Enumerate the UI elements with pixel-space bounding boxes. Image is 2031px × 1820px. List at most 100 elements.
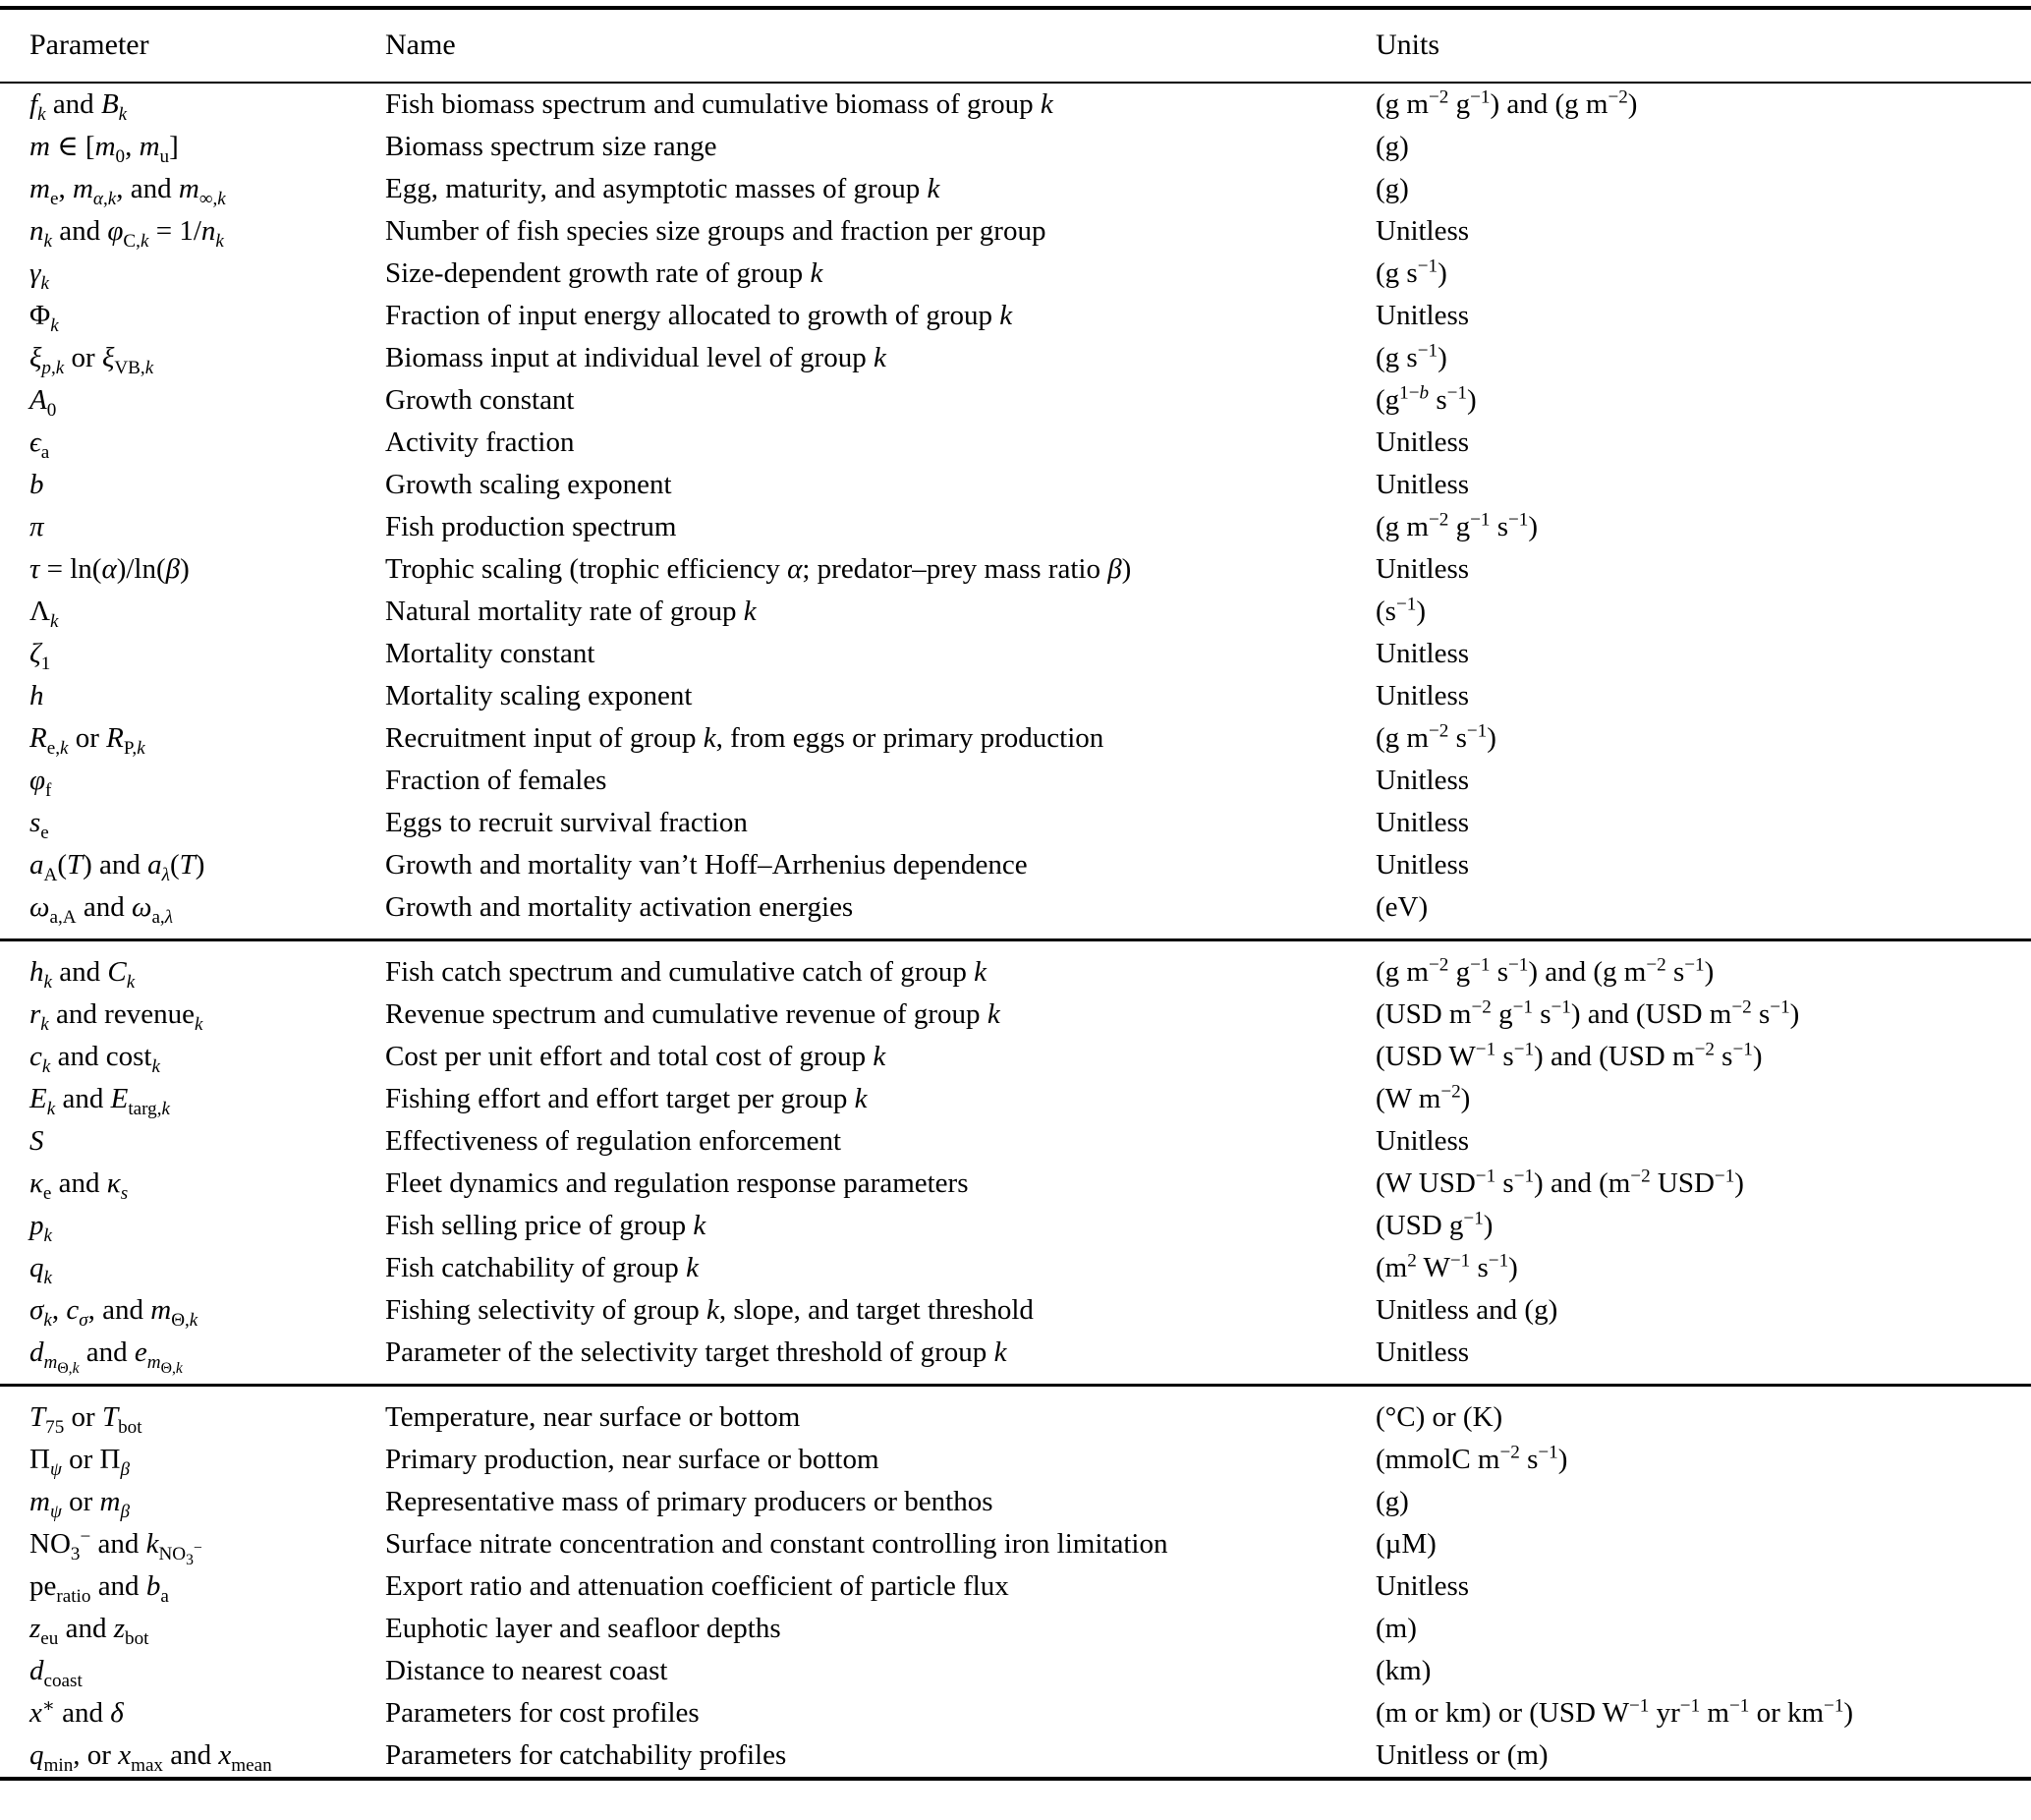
table-row: Λk Natural mortality rate of group k (s−1) [0,591,2031,633]
col-header-parameter: Parameter [0,8,385,84]
table-row: rk and revenuek Revenue spectrum and cumu… [0,994,2031,1036]
name-cell: Fishing effort and effort target per gro… [385,1083,868,1114]
param-cell: zeu and zbot [29,1613,149,1649]
param-cell: π [29,511,44,542]
table-row: dcoast Distance to nearest coast (km) [0,1650,2031,1692]
param-cell: qk [29,1252,52,1288]
param-cell: γk [29,257,49,294]
name-cell: Fraction of females [385,765,607,796]
units-cell: (W USD−1 s−1) and (m−2 USD−1) [1376,1166,1744,1199]
param-cell: dcoast [29,1655,83,1691]
table-row: fk and Bk Fish biomass spectrum and cumul… [0,83,2031,126]
table-row: x∗ and δ Parameters for cost profiles (m o… [0,1692,2031,1735]
table-row: m ∈ [m0, mu] Biomass spectrum size range (… [0,126,2031,168]
table-row: ζ1 Mortality constant Unitless [0,633,2031,675]
table-row: ξp,k or ξVB,k Biomass input at individual… [0,337,2031,379]
units-cell: Unitless [1376,765,1470,796]
table-row: qk Fish catchability of group k (m2 W−1 s−… [0,1247,2031,1289]
param-cell: fk and Bk [29,88,128,125]
parameter-table: Parameter Name Units fk and Bk Fish bioma… [0,6,2031,1781]
name-cell: Mortality scaling exponent [385,680,693,711]
param-cell: Ek and Etarg,k [29,1083,170,1119]
param-cell: τ = ln(α)/ln(β) [29,553,190,585]
units-cell: (mmolC m−2 s−1) [1376,1442,1568,1475]
name-cell: Growth constant [385,384,575,416]
units-cell: Unitless [1376,807,1470,838]
name-cell: Natural mortality rate of group k [385,596,757,627]
table-header: Parameter Name Units [0,8,2031,84]
name-cell: Mortality constant [385,638,595,669]
param-cell: Πψ or Πβ [29,1444,130,1480]
param-cell: S [29,1125,44,1157]
table-row: ck and costk Cost per unit effort and tot… [0,1036,2031,1078]
name-cell: Growth and mortality van’t Hoff–Arrheniu… [385,849,1028,881]
units-cell: Unitless [1376,469,1470,500]
units-cell: (USD g−1) [1376,1208,1494,1241]
table-row: Πψ or Πβ Primary production, near surface… [0,1439,2031,1481]
name-cell: Activity fraction [385,427,575,458]
header-row: Parameter Name Units [0,8,2031,84]
table-row: peratio and ba Export ratio and attenuati… [0,1565,2031,1608]
units-cell: Unitless [1376,215,1470,247]
table-row: zeu and zbot Euphotic layer and seafloor … [0,1608,2031,1650]
table-row: aA(T) and aλ(T) Growth and mortality van’… [0,844,2031,886]
param-cell: mψ or mβ [29,1486,130,1522]
param-cell: ϵa [29,427,50,463]
name-cell: Parameter of the selectivity target thre… [385,1337,1007,1368]
param-cell: hk and Ck [0,938,385,994]
units-cell: (µM) [1376,1528,1437,1560]
units-cell: (s−1) [1376,594,1426,627]
param-cell: b [29,469,44,500]
units-cell: (g s−1) [1376,256,1447,289]
name-cell: Fraction of input energy allocated to gr… [385,300,1013,331]
table-body: fk and Bk Fish biomass spectrum and cumul… [0,83,2031,1779]
name-cell: Fish production spectrum [385,511,677,542]
units-cell: Unitless [1376,1337,1470,1368]
units-cell: (°C) or (K) [1376,1384,2031,1439]
param-cell: NO3− and kNO3− [29,1526,202,1568]
units-cell: (USD W−1 s−1) and (USD m−2 s−1) [1376,1039,1763,1072]
parameter-table-container: Parameter Name Units fk and Bk Fish bioma… [0,6,2031,1781]
param-cell: aA(T) and aλ(T) [29,849,205,885]
table-row: pk Fish selling price of group k (USD g−1) [0,1205,2031,1247]
param-cell: x∗ and δ [29,1695,124,1729]
table-row: S Effectiveness of regulation enforcement… [0,1120,2031,1163]
name-cell: Fish biomass spectrum and cumulative bio… [385,88,1053,120]
param-cell: nk and φC,k = 1/nk [29,215,224,252]
units-cell: (m) [1376,1613,1417,1644]
param-cell: pk [29,1210,52,1246]
units-cell: (USD m−2 g−1 s−1) and (USD m−2 s−1) [1376,996,1800,1030]
param-cell: ck and costk [29,1041,160,1077]
units-cell: (g m−2 g−1) and (g m−2) [1376,86,1638,120]
name-cell: Export ratio and attenuation coefficient… [385,1570,1009,1602]
name-cell: Trophic scaling (trophic efficiency α; p… [385,553,1132,585]
param-cell: ζ1 [29,638,51,674]
table-row: κe and κs Fleet dynamics and regulation r… [0,1163,2031,1205]
table-row: T75 or Tbot Temperature, near surface or … [0,1384,2031,1439]
name-cell: Size-dependent growth rate of group k [385,257,823,289]
table-row: h Mortality scaling exponent Unitless [0,675,2031,717]
name-cell: Effectiveness of regulation enforcement [385,1125,842,1157]
param-cell: T75 or Tbot [0,1384,385,1439]
param-cell: dmΘ,k and emΘ,k [29,1337,183,1377]
name-cell: Eggs to recruit survival fraction [385,807,748,838]
name-cell: Fleet dynamics and regulation response p… [385,1167,969,1199]
param-cell: ωa,A and ωa,λ [29,891,174,928]
name-cell: Cost per unit effort and total cost of g… [385,1041,886,1072]
units-cell: (g s−1) [1376,340,1447,373]
name-cell: Growth and mortality activation energies [385,891,854,923]
name-cell: Revenue spectrum and cumulative revenue … [385,998,1000,1030]
param-cell: m ∈ [m0, mu] [29,131,179,167]
param-cell: ξp,k or ξVB,k [29,342,154,378]
param-cell: σk, cσ, and mΘ,k [29,1294,198,1331]
units-cell: Unitless [1376,1125,1470,1157]
param-cell: se [29,807,49,843]
table-row: ϵa Activity fraction Unitless [0,422,2031,464]
name-cell: Recruitment input of group k, from eggs … [385,722,1104,754]
param-cell: φf [29,765,52,801]
units-cell: (g m−2 s−1) [1376,720,1496,754]
table-row: γk Size-dependent growth rate of group k (… [0,253,2031,295]
col-header-units: Units [1376,8,2031,84]
table-row: ωa,A and ωa,λ Growth and mortality activa… [0,886,2031,940]
table-row: mψ or mβ Representative mass of primary p… [0,1481,2031,1523]
